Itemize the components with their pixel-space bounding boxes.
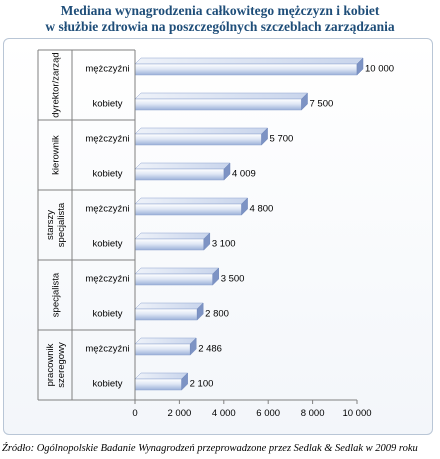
bar-value-label: 2 100 (190, 379, 214, 390)
bar (134, 133, 262, 146)
bar-category-label: kobiety (92, 239, 122, 250)
bar-side-face (356, 57, 364, 76)
x-tick-label: 4 000 (212, 408, 236, 419)
bar-category-label: mężczyźni (85, 274, 129, 285)
bar-side-face (301, 92, 308, 111)
bar-top-face (134, 57, 364, 65)
bar-value-label: 2 800 (205, 309, 229, 320)
x-tick-label: 8 000 (301, 408, 325, 419)
bar-side-face (212, 267, 219, 286)
bar-top-face (134, 267, 220, 275)
bar (134, 63, 358, 76)
bar (134, 378, 182, 391)
bar (134, 308, 198, 321)
x-tick-label: 2 000 (168, 408, 192, 419)
bar-category-label: kobiety (92, 169, 122, 180)
bar-top-face (134, 372, 189, 380)
bar-category-label: kobiety (92, 99, 122, 110)
group-label: dyrektor/zarząd (51, 52, 62, 117)
group-label: starszyspecjalista (45, 202, 67, 247)
bar-side-face (203, 232, 211, 251)
group-label: pracownikszeregowy (45, 342, 67, 388)
bar-category-label: kobiety (92, 309, 122, 320)
x-tick-label: 6 000 (256, 408, 280, 419)
group-label: specjalista (51, 272, 62, 317)
bar (134, 168, 225, 181)
bar-side-face (196, 302, 204, 321)
bar-top-face (134, 162, 231, 170)
source-note: Źródło: Ogólnopolskie Badanie Wynagrodze… (2, 443, 418, 454)
bar-value-label: 10 000 (365, 64, 394, 75)
bar-value-label: 5 700 (270, 134, 294, 145)
bar-value-label: 4 800 (250, 204, 274, 215)
bar-value-label: 2 486 (198, 344, 222, 355)
bar-category-label: mężczyźni (85, 64, 129, 75)
x-tick-label: 10 000 (342, 408, 371, 419)
chart-title-line2: w służbie zdrowia na poszczególnych szcz… (45, 19, 395, 34)
bar-category-label: mężczyźni (85, 344, 129, 355)
bar-top-face (134, 302, 204, 310)
x-tick-label: 0 (132, 408, 137, 419)
bar-value-label: 7 500 (310, 99, 334, 110)
bar-value-label: 3 100 (212, 239, 236, 250)
group-label: kierownik (51, 135, 62, 175)
bar (134, 273, 213, 286)
bar-value-label: 3 500 (221, 274, 245, 285)
bar-side-face (223, 162, 231, 181)
bar-top-face (134, 92, 309, 100)
bar-side-face (181, 372, 188, 391)
bar-top-face (134, 127, 269, 135)
bar (134, 98, 302, 111)
bar-top-face (134, 197, 249, 205)
bar (134, 203, 242, 216)
bar-category-label: mężczyźni (85, 204, 129, 215)
bar (134, 238, 205, 251)
bar-top-face (134, 232, 211, 240)
bar-value-label: 4 009 (232, 169, 256, 180)
bar-category-label: kobiety (92, 379, 122, 390)
chart-title: Mediana wynagrodzenia całkowitego mężczy… (0, 3, 440, 35)
bar (134, 343, 191, 356)
bar-side-face (241, 197, 248, 216)
chart-title-line1: Mediana wynagrodzenia całkowitego mężczy… (60, 3, 380, 18)
bar-top-face (134, 337, 197, 345)
bar-side-face (189, 337, 197, 356)
bar-side-face (261, 127, 268, 146)
bar-category-label: mężczyźni (85, 134, 129, 145)
